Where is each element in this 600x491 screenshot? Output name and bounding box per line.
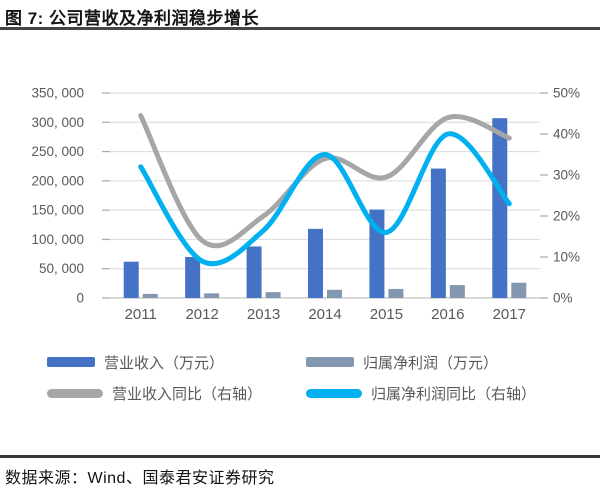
left-axis-label: 300, 000 — [31, 115, 84, 130]
legend-label-revenue: 营业收入（万元） — [104, 354, 225, 372]
right-axis-label: 10% — [553, 250, 580, 265]
x-axis-label: 2012 — [185, 306, 218, 323]
x-axis-label: 2015 — [370, 306, 403, 323]
x-axis-label: 2011 — [125, 306, 157, 323]
bottom-divider — [0, 455, 600, 458]
right-axis-label: 0% — [553, 291, 573, 306]
legend-item-net-profit: 归属净利润（万元） — [306, 352, 536, 372]
legend-swatch-revenue-yoy-line — [47, 388, 103, 398]
legend-label-net-profit-yoy: 归属净利润同比（右轴） — [371, 385, 537, 403]
left-axis-label: 50, 000 — [39, 261, 84, 276]
right-axis-label: 50% — [553, 86, 580, 101]
revenue-yoy-line — [138, 113, 512, 249]
data-source-note: 数据来源：Wind、国泰君安证券研究 — [5, 470, 275, 487]
bar-net-profit-2012 — [204, 293, 220, 298]
legend-item-revenue-yoy: 营业收入同比（右轴） — [47, 383, 306, 403]
right-axis-label: 20% — [553, 209, 580, 224]
bar-revenue-2013 — [246, 246, 262, 298]
right-axis-label: 30% — [553, 168, 580, 183]
net-profit-yoy-line — [138, 131, 512, 267]
left-axis-label: 250, 000 — [31, 144, 84, 159]
bar-revenue-2014 — [308, 228, 323, 298]
left-axis-label: 150, 000 — [31, 203, 84, 218]
bar-net-profit-2011 — [142, 293, 158, 298]
bar-net-profit-2016 — [449, 285, 465, 298]
x-axis-label: 2013 — [247, 306, 280, 323]
figure-title: 图 7: 公司营收及净利润稳步增长 — [5, 9, 260, 28]
bar-revenue-2011 — [123, 261, 139, 298]
chart-area: 350, 000 300, 000 250, 000 200, 000 150, 000… — [31, 86, 580, 324]
left-axis-label: 100, 000 — [31, 232, 84, 247]
x-axis-label: 2017 — [493, 306, 526, 323]
legend-label-revenue-yoy: 营业收入同比（右轴） — [112, 385, 263, 403]
bar-revenue-2016 — [430, 168, 446, 298]
x-axis-label: 2014 — [308, 306, 341, 323]
bar-revenue-2012 — [185, 257, 201, 298]
legend-swatch-net-profit-bar — [306, 357, 354, 367]
bar-net-profit-2014 — [327, 289, 342, 298]
left-axis-label: 200, 000 — [31, 173, 84, 188]
bar-revenue-2017 — [492, 118, 508, 298]
combo-chart: 350, 000 300, 000 250, 000 200, 000 150, 000… — [31, 86, 580, 324]
bar-net-profit-2017 — [511, 282, 527, 298]
legend-item-revenue: 营业收入（万元） — [47, 352, 306, 372]
legend-swatch-revenue-bar — [47, 357, 95, 367]
right-axis-label: 40% — [553, 127, 580, 142]
legend-item-net-profit-yoy: 归属净利润同比（右轴） — [306, 383, 536, 403]
left-axis-label: 350, 000 — [31, 86, 84, 101]
bar-net-profit-2015 — [388, 288, 404, 298]
legend-label-net-profit: 归属净利润（万元） — [363, 354, 499, 372]
left-axis-label: 0 — [76, 291, 84, 306]
figure-header: 图 7: 公司营收及净利润稳步增长 — [0, 0, 600, 30]
legend-swatch-net-profit-yoy-line — [306, 388, 362, 398]
x-axis-label: 2016 — [431, 306, 464, 323]
bar-net-profit-2013 — [265, 292, 281, 298]
chart-legend: 营业收入（万元） 归属净利润（万元） 营业收入同比（右轴） 归属净利润同比（右轴… — [47, 352, 536, 403]
